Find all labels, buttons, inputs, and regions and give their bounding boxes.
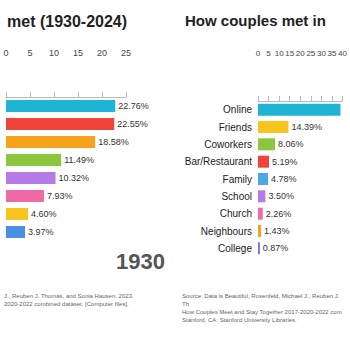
svg-text:20: 20 <box>296 49 305 58</box>
svg-text:14.39%: 14.39% <box>291 122 322 132</box>
svg-text:10: 10 <box>49 48 59 58</box>
svg-text:Stanford, CA: Stanford Univers: Stanford, CA: Stanford University Librar… <box>182 317 297 323</box>
svg-text:11.49%: 11.49% <box>64 155 94 165</box>
svg-text:Church: Church <box>220 208 252 219</box>
svg-text:7.93%: 7.93% <box>47 191 73 201</box>
svg-text:2020-2022 combined dataset. [C: 2020-2022 combined dataset. [Computer fi… <box>4 301 129 307</box>
svg-text:Online: Online <box>223 104 252 115</box>
svg-text:3.50%: 3.50% <box>268 191 294 201</box>
svg-text:20: 20 <box>97 48 107 58</box>
svg-text:30: 30 <box>317 49 326 58</box>
svg-text:Bar/Restaurant: Bar/Restaurant <box>185 156 252 167</box>
svg-text:Friends: Friends <box>219 122 252 133</box>
svg-text:15: 15 <box>73 48 83 58</box>
svg-text:25: 25 <box>306 49 315 58</box>
svg-text:How couples met in: How couples met in <box>185 12 326 29</box>
svg-text:5.19%: 5.19% <box>272 157 298 167</box>
svg-text:0.87%: 0.87% <box>263 243 289 253</box>
svg-text:Th: Th <box>182 301 189 307</box>
svg-text:0: 0 <box>3 48 8 58</box>
svg-text:met (1930-2024): met (1930-2024) <box>7 13 127 30</box>
svg-text:Coworkers: Coworkers <box>204 139 252 150</box>
svg-text:8.06%: 8.06% <box>278 139 304 149</box>
svg-text:22.55%: 22.55% <box>117 119 148 129</box>
svg-text:2.26%: 2.26% <box>266 209 292 219</box>
svg-text:How Couples Meet and Stay Toge: How Couples Meet and Stay Together 2017-… <box>182 309 342 315</box>
svg-text:J., Reuben J. Thomas, and Soni: J., Reuben J. Thomas, and Sonia Hausen. … <box>4 293 134 299</box>
svg-text:1.43%: 1.43% <box>264 226 290 236</box>
svg-text:10.32%: 10.32% <box>59 173 90 183</box>
svg-text:40: 40 <box>338 49 347 58</box>
svg-text:Neighbours: Neighbours <box>201 226 252 237</box>
svg-text:4.60%: 4.60% <box>31 209 57 219</box>
svg-text:5: 5 <box>266 49 271 58</box>
svg-text:Source: Data is Beautiful, Ros: Source: Data is Beautiful, Rosenfeld, Mi… <box>182 293 341 299</box>
svg-text:0: 0 <box>256 49 261 58</box>
svg-text:3.97%: 3.97% <box>28 227 54 237</box>
svg-text:4.78%: 4.78% <box>271 174 297 184</box>
svg-text:25: 25 <box>121 48 131 58</box>
svg-text:5: 5 <box>27 48 32 58</box>
svg-text:College: College <box>218 243 252 254</box>
svg-text:35: 35 <box>328 49 337 58</box>
svg-text:School: School <box>221 191 252 202</box>
svg-text:15: 15 <box>285 49 294 58</box>
svg-text:10: 10 <box>275 49 284 58</box>
svg-text:22.76%: 22.76% <box>118 101 149 111</box>
svg-text:Family: Family <box>223 174 252 185</box>
svg-text:1930: 1930 <box>116 249 165 274</box>
svg-text:18.58%: 18.58% <box>98 137 129 147</box>
